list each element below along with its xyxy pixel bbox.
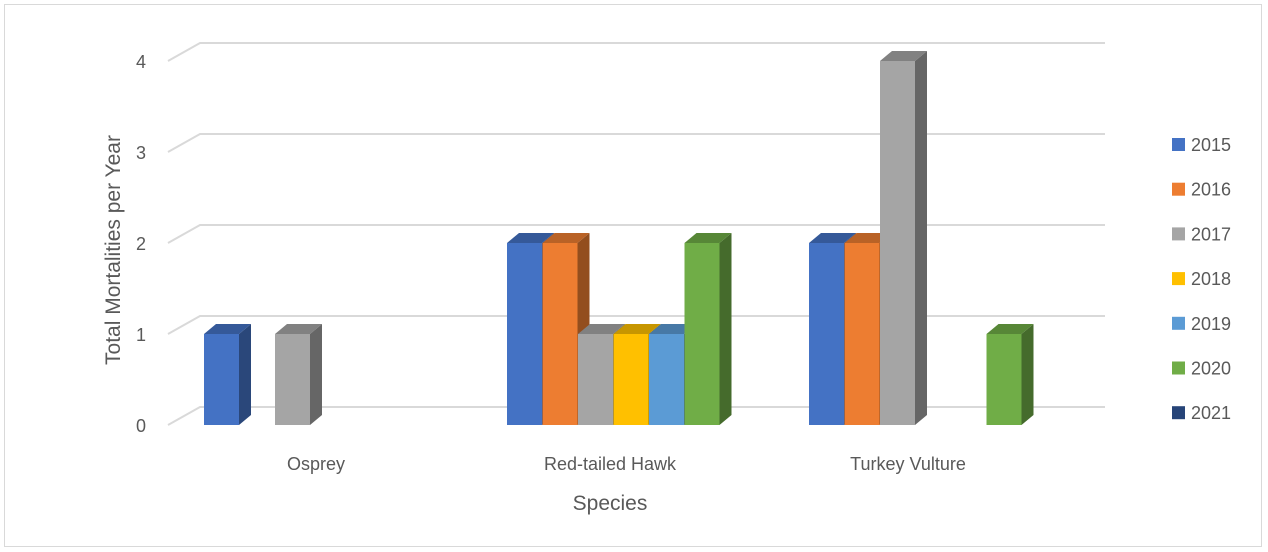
bar-front	[986, 334, 1022, 425]
bar-front	[542, 243, 578, 425]
legend-swatch	[1172, 361, 1185, 375]
legend-label: 2021	[1191, 403, 1231, 423]
bar-top	[844, 233, 892, 243]
y-tick-label: 1	[136, 325, 146, 345]
gridline	[167, 224, 1105, 244]
bar-2020-red-tailed-hawk	[684, 233, 732, 425]
x-category-label: Turkey Vulture	[850, 454, 966, 474]
bar-top	[275, 324, 322, 334]
y-tick-label: 0	[136, 416, 146, 436]
x-category-label: Osprey	[287, 454, 345, 474]
bar-top	[578, 324, 625, 334]
bar-2015-osprey	[204, 324, 251, 425]
bar-top	[507, 233, 554, 243]
bar-side	[239, 324, 251, 425]
gridlines	[167, 42, 1105, 426]
legend-item: 2015	[1172, 135, 1231, 155]
bar-top	[649, 324, 696, 334]
legend-item: 2021	[1172, 403, 1231, 423]
bar-2017-turkey-vulture	[880, 51, 927, 425]
bar-side	[719, 233, 732, 425]
bar-side	[1021, 324, 1034, 425]
bar-2020-turkey-vulture	[986, 324, 1034, 425]
bar-front	[844, 243, 880, 425]
bar-top	[986, 324, 1034, 334]
legend-swatch	[1172, 316, 1185, 330]
bar-front	[275, 334, 310, 425]
legend-item: 2018	[1172, 269, 1231, 289]
legend-swatch	[1172, 272, 1185, 286]
bar-top	[880, 51, 927, 61]
legend-label: 2017	[1191, 224, 1231, 244]
gridline	[167, 133, 1105, 153]
legend-swatch	[1172, 406, 1185, 420]
legend-swatch	[1172, 227, 1185, 241]
legend-label: 2020	[1191, 359, 1231, 379]
bars	[204, 51, 1034, 425]
chart-frame	[4, 4, 1262, 547]
gridline	[167, 42, 1105, 62]
legend-label: 2016	[1191, 180, 1231, 200]
legend-swatch	[1172, 138, 1185, 151]
bar-top	[542, 233, 590, 243]
legend-label: 2018	[1191, 269, 1231, 289]
legend: 2015 2016 2017 2018 2019 2020 2021	[1172, 135, 1231, 423]
y-tick-label: 4	[136, 52, 146, 72]
x-axis-title: Species	[573, 492, 648, 515]
legend-item: 2020	[1172, 359, 1231, 379]
bar-front	[507, 243, 542, 425]
bar-top	[613, 324, 661, 334]
bar-front	[880, 61, 915, 425]
legend-item: 2016	[1172, 180, 1231, 200]
bar-top	[809, 233, 856, 243]
bar-top	[684, 233, 732, 243]
x-axis-categories: Osprey Red-tailed Hawk Turkey Vulture	[287, 454, 966, 474]
y-tick-label: 2	[136, 234, 146, 254]
bar-front	[204, 334, 239, 425]
legend-label: 2019	[1191, 314, 1231, 334]
legend-item: 2017	[1172, 224, 1231, 244]
bar-side	[915, 51, 927, 425]
bar-2017-osprey	[275, 324, 322, 425]
legend-item: 2019	[1172, 314, 1231, 334]
bar-front	[809, 243, 844, 425]
x-category-label: Red-tailed Hawk	[544, 454, 677, 474]
bar-top	[204, 324, 251, 334]
bar-front	[684, 243, 720, 425]
gridline	[167, 406, 1105, 426]
bar-front	[578, 334, 613, 425]
legend-label: 2015	[1191, 135, 1231, 155]
bar-front	[613, 334, 649, 425]
y-tick-label: 3	[136, 143, 146, 163]
bar-front	[649, 334, 684, 425]
bar-side	[310, 324, 322, 425]
gridline	[167, 315, 1105, 335]
y-axis-ticks: 0 1 2 3 4	[136, 52, 146, 436]
legend-swatch	[1172, 182, 1185, 196]
y-axis-title: Total Mortalities per Year	[102, 135, 125, 365]
